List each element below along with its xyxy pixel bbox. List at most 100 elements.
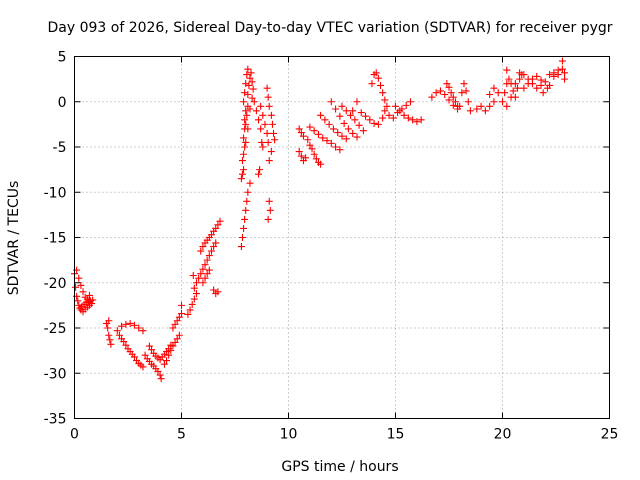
data-point: [243, 197, 251, 205]
data-point: [561, 75, 569, 83]
y-tick-labels: 5 0 -5 -10 -15 -20 -25 -30 -35: [44, 50, 67, 428]
y-tick-label: -5: [53, 140, 67, 156]
data-point: [372, 69, 380, 77]
data-point: [304, 136, 312, 144]
data-point: [245, 81, 253, 89]
data-point: [115, 331, 123, 339]
data-point: [120, 338, 128, 346]
data-point: [297, 152, 305, 160]
data-point: [199, 265, 207, 273]
data-point: [135, 324, 143, 332]
data-point: [238, 170, 246, 178]
data-point: [338, 132, 346, 140]
data-point: [242, 206, 250, 214]
data-point: [89, 296, 97, 304]
data-point: [257, 125, 265, 133]
data-point: [458, 89, 466, 97]
data-point: [374, 120, 382, 128]
data-point: [295, 148, 303, 156]
data-point: [242, 138, 250, 146]
data-point: [74, 297, 82, 305]
data-point: [325, 120, 333, 128]
data-point: [344, 125, 352, 133]
data-point: [259, 143, 267, 151]
data-point: [428, 93, 436, 101]
data-point: [312, 155, 320, 163]
data-point: [242, 80, 250, 88]
data-point: [175, 331, 183, 339]
data-point: [139, 327, 147, 335]
data-point: [445, 96, 453, 104]
data-point: [379, 114, 387, 122]
x-tick-label: 25: [601, 427, 619, 443]
data-point: [445, 83, 453, 91]
data-point: [171, 320, 179, 328]
data-point: [214, 221, 222, 229]
data-point: [494, 89, 502, 97]
data-point: [327, 139, 335, 147]
y-tick-label: -10: [44, 185, 67, 201]
data-point: [214, 288, 222, 296]
data-point: [477, 102, 485, 110]
data-point: [441, 91, 449, 99]
data-point: [244, 65, 252, 73]
data-point: [243, 71, 251, 79]
data-point: [244, 125, 252, 133]
data-point: [374, 74, 382, 82]
data-point: [263, 129, 271, 137]
data-point: [250, 98, 258, 106]
data-point: [105, 317, 113, 325]
data-point: [271, 136, 279, 144]
data-point: [406, 98, 414, 106]
data-point: [336, 146, 344, 154]
data-point: [306, 141, 314, 149]
data-point: [270, 129, 278, 137]
data-point: [188, 300, 196, 308]
data-point: [396, 107, 404, 115]
data-point: [449, 93, 457, 101]
data-point: [255, 170, 263, 178]
x-tick-label: 0: [70, 427, 79, 443]
data-point: [537, 76, 545, 84]
data-point: [257, 102, 265, 110]
data-point: [456, 102, 464, 110]
data-point: [175, 313, 183, 321]
data-point: [370, 119, 378, 127]
data-point: [413, 118, 421, 126]
y-tick-label: 0: [58, 95, 67, 111]
data-point: [240, 98, 248, 106]
data-point: [252, 107, 260, 115]
data-point: [154, 367, 162, 375]
data-point: [451, 98, 459, 106]
data-point: [342, 107, 350, 115]
data-point: [242, 107, 250, 115]
data-point: [486, 102, 494, 110]
data-point: [248, 94, 256, 102]
data-point: [447, 89, 455, 97]
data-point: [520, 71, 528, 79]
data-point: [246, 105, 254, 113]
data-point: [321, 116, 329, 124]
data-point: [264, 215, 272, 223]
data-point: [113, 327, 121, 335]
data-point: [353, 98, 361, 106]
data-point: [400, 111, 408, 119]
data-point: [336, 112, 344, 120]
data-point: [263, 84, 271, 92]
data-point: [404, 114, 412, 122]
data-point: [244, 91, 252, 99]
data-point: [256, 166, 264, 174]
data-point: [148, 346, 156, 354]
data-point: [216, 217, 224, 225]
data-point: [379, 89, 387, 97]
data-point: [156, 371, 164, 379]
y-tick-label: 5: [58, 50, 67, 66]
data-point: [319, 134, 327, 142]
data-point: [141, 351, 149, 359]
data-point: [178, 310, 185, 318]
data-point: [499, 98, 506, 106]
data-point: [329, 125, 337, 133]
data-point: [201, 274, 209, 282]
data-point: [436, 87, 444, 95]
data-point: [366, 116, 374, 124]
